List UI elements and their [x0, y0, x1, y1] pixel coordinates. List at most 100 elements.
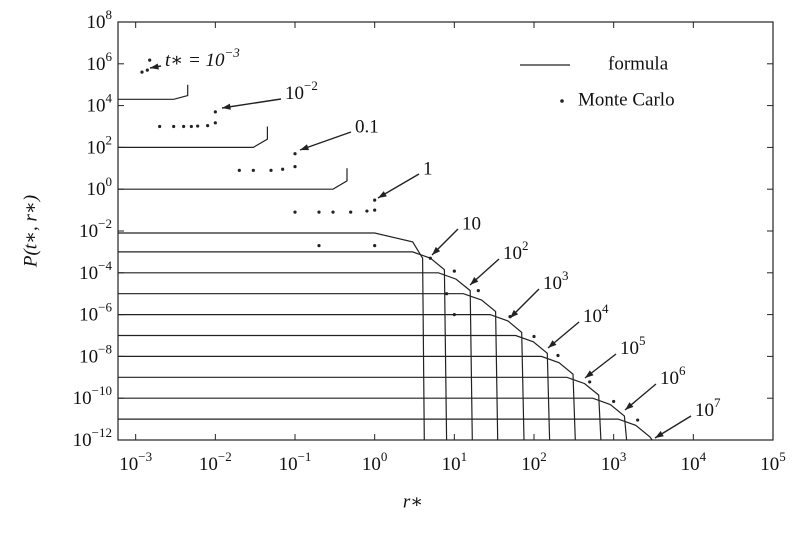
- monte-carlo-point: [251, 168, 255, 172]
- monte-carlo-point: [452, 269, 456, 273]
- monte-carlo-point: [349, 210, 353, 214]
- monte-carlo-point: [452, 313, 456, 317]
- monte-carlo-point: [331, 210, 335, 214]
- legend-label: Monte Carlo: [578, 89, 675, 110]
- x-tick-label: 104: [681, 449, 707, 475]
- monte-carlo-point: [428, 256, 432, 260]
- formula-curve: [118, 314, 525, 440]
- formula-curve: [118, 251, 448, 440]
- monte-carlo-point: [189, 124, 193, 129]
- arrow-head: [655, 430, 664, 438]
- y-tick-label: 10−8: [79, 341, 112, 367]
- x-tick-label: 10−2: [199, 449, 232, 475]
- plot-area: [118, 58, 653, 440]
- y-tick-label: 104: [87, 91, 113, 117]
- arrow-head: [222, 103, 231, 110]
- monte-carlo-point: [636, 418, 640, 422]
- formula-curve: [118, 232, 425, 440]
- y-tick-label: 10−10: [73, 383, 112, 409]
- y-tick-label: 10−4: [79, 258, 112, 284]
- monte-carlo-point: [612, 399, 616, 404]
- monte-carlo-point: [365, 209, 369, 213]
- annotation: 1: [423, 158, 433, 179]
- arrow-head: [510, 309, 519, 318]
- monte-carlo-point: [281, 167, 285, 171]
- arrow-head: [300, 144, 309, 151]
- formula-curve: [118, 334, 551, 440]
- arrow-head: [625, 402, 634, 410]
- monte-carlo-point: [445, 292, 449, 296]
- arrow-head: [548, 340, 557, 348]
- x-axis-label: r∗: [403, 491, 423, 512]
- y-tick-label: 10−12: [73, 425, 112, 451]
- x-tick-label: 105: [760, 449, 786, 475]
- monte-carlo-point: [237, 168, 241, 172]
- formula-curve: [118, 293, 499, 440]
- monte-carlo-point: [148, 58, 152, 62]
- monte-carlo-point: [145, 68, 149, 72]
- monte-carlo-point: [140, 70, 144, 74]
- annotation-arrow: [221, 98, 282, 109]
- monte-carlo-point: [182, 124, 186, 129]
- monte-carlo-point: [317, 210, 321, 214]
- y-tick-label: 10−6: [79, 300, 112, 326]
- x-tick-label: 102: [521, 449, 547, 475]
- arrow-head: [432, 246, 441, 255]
- monte-carlo-point: [373, 244, 377, 248]
- y-tick-label: 10−2: [79, 216, 112, 242]
- formula-curve: [118, 272, 473, 440]
- arrow-head: [150, 63, 159, 70]
- monte-carlo-point: [213, 110, 217, 114]
- monte-carlo-point: [158, 124, 162, 129]
- arrow-head: [470, 277, 479, 285]
- monte-carlo-point: [532, 334, 536, 339]
- formula-curve: [118, 168, 348, 190]
- formula-curve: [118, 397, 628, 440]
- monte-carlo-point: [206, 124, 210, 128]
- x-tick-label: 100: [362, 449, 388, 475]
- annotation: 104: [583, 301, 609, 327]
- monte-carlo-point: [196, 124, 200, 128]
- monte-carlo-point: [293, 152, 297, 156]
- formula-curve: [118, 376, 602, 440]
- annotation: 105: [620, 333, 646, 359]
- monte-carlo-point: [556, 353, 560, 358]
- formula-curve: [118, 84, 189, 100]
- formula-curve: [118, 126, 268, 148]
- y-tick-label: 102: [87, 132, 113, 158]
- monte-carlo-point: [588, 380, 592, 384]
- x-tick-label: 101: [442, 449, 468, 475]
- y-axis-label: P(t∗, r∗): [20, 195, 41, 268]
- monte-carlo-point: [373, 198, 377, 202]
- y-tick-label: 108: [87, 7, 113, 33]
- y-tick-label: 100: [87, 174, 113, 200]
- monte-carlo-point: [213, 121, 217, 125]
- annotation: 0.1: [355, 116, 379, 137]
- monte-carlo-point: [172, 124, 176, 129]
- monte-carlo-point: [293, 165, 297, 169]
- x-tick-label: 10−1: [279, 449, 312, 475]
- annotation-arrow: [299, 131, 352, 151]
- annotation: 10: [462, 213, 481, 234]
- formula-curve: [118, 418, 653, 440]
- annotation: 102: [503, 238, 529, 264]
- monte-carlo-point: [317, 244, 321, 248]
- monte-carlo-point: [476, 289, 480, 293]
- annotation: t∗ = 10−3: [165, 45, 240, 71]
- monte-carlo-point: [373, 208, 377, 212]
- monte-carlo-point: [293, 210, 297, 214]
- x-tick-label: 10−3: [119, 449, 152, 475]
- legend-dot: [560, 99, 564, 103]
- annotation: 107: [695, 395, 721, 421]
- monte-carlo-point: [269, 168, 273, 172]
- legend-label: formula: [608, 53, 669, 74]
- arrow-head: [585, 370, 594, 378]
- annotation: 10−2: [285, 78, 318, 104]
- formula-curve: [118, 355, 576, 440]
- annotation: 103: [543, 268, 569, 294]
- y-tick-label: 106: [87, 49, 113, 75]
- annotation: 106: [660, 363, 686, 389]
- arrow-head: [378, 191, 387, 198]
- x-tick-label: 103: [601, 449, 627, 475]
